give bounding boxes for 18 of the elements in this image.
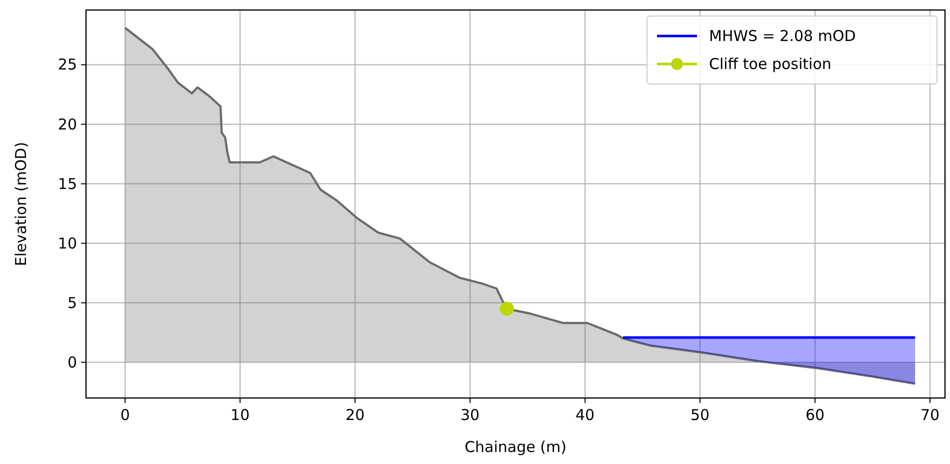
x-tick-label: 30 [460, 406, 480, 424]
y-tick-label: 10 [58, 234, 77, 252]
x-tick-label: 50 [690, 406, 710, 424]
legend-label: Cliff toe position [709, 55, 832, 73]
x-tick-label: 40 [576, 406, 595, 424]
x-tick-label: 10 [230, 406, 250, 424]
y-tick-label: 5 [67, 294, 77, 312]
x-tick-label: 0 [120, 406, 130, 424]
y-tick-label: 20 [58, 115, 77, 134]
y-axis-title: Elevation (mOD) [12, 142, 30, 266]
y-tick-label: 25 [58, 56, 77, 74]
x-axis-title: Chainage (m) [464, 438, 566, 456]
legend-label: MHWS = 2.08 mOD [709, 27, 856, 45]
x-tick-label: 60 [806, 406, 825, 424]
y-tick-label: 0 [67, 353, 77, 372]
x-tick-label: 20 [346, 406, 365, 424]
x-tick-label: 70 [920, 406, 940, 424]
y-tick-label: 15 [58, 174, 77, 193]
